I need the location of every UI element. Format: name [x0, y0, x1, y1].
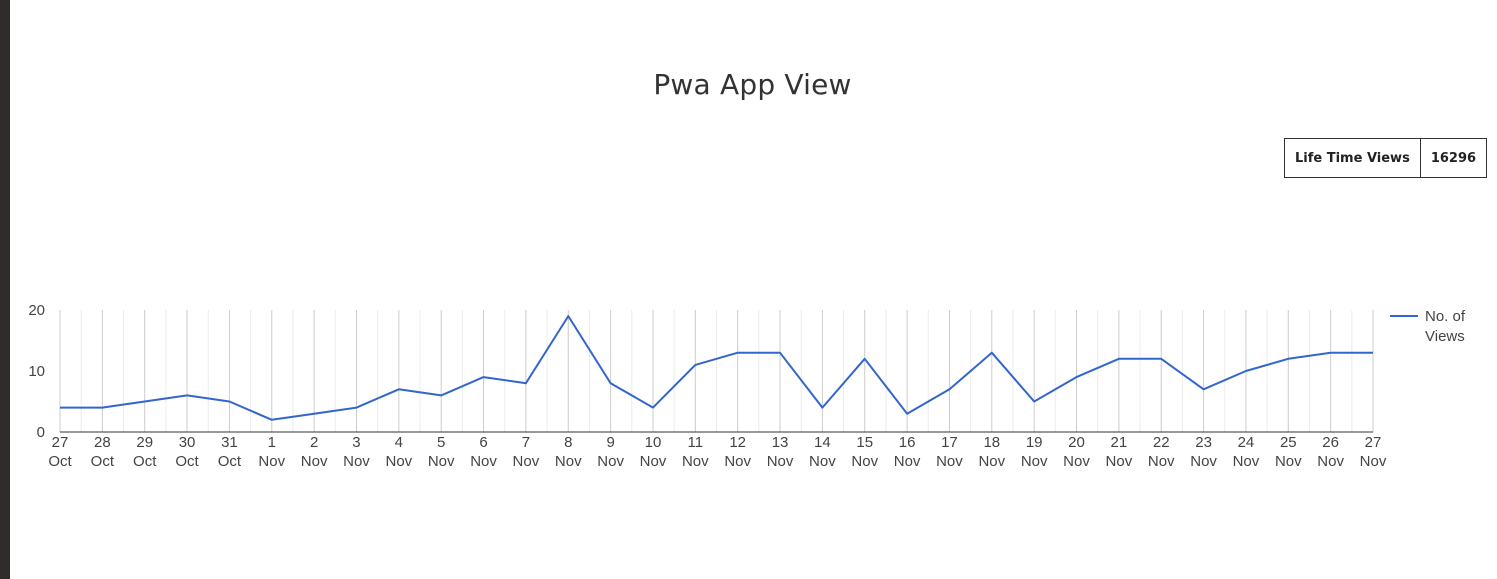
x-tick-label: 9 [606, 434, 614, 451]
x-tick-label-month: Nov [851, 453, 878, 470]
x-tick-label-month: Nov [301, 453, 328, 470]
x-tick-label: 14 [814, 434, 831, 451]
x-tick-label: 31 [221, 434, 238, 451]
lifetime-views-table: Life Time Views 16296 [1284, 138, 1488, 178]
x-tick-label-month: Nov [1063, 453, 1090, 470]
x-tick-label: 8 [564, 434, 572, 451]
x-tick-label: 16 [899, 434, 916, 451]
x-tick-label-month: Oct [133, 453, 157, 470]
x-tick-label-month: Nov [513, 453, 540, 470]
x-tick-label-month: Nov [258, 453, 285, 470]
x-tick-label-month: Nov [470, 453, 497, 470]
x-tick-label: 5 [437, 434, 445, 451]
x-tick-label-month: Oct [91, 453, 115, 470]
chart-legend[interactable]: No. of Views [1390, 308, 1466, 345]
x-tick-label: 28 [94, 434, 111, 451]
x-tick-label-month: Nov [724, 453, 751, 470]
legend-label[interactable]: No. of [1425, 308, 1466, 325]
page-title: Pwa App View [653, 68, 852, 101]
chart-series [60, 315, 1373, 421]
x-tick-label-month: Oct [175, 453, 199, 470]
x-tick-label: 2 [310, 434, 318, 451]
y-tick-label: 20 [28, 302, 45, 319]
x-tick-label-month: Nov [936, 453, 963, 470]
x-tick-label-month: Nov [1360, 453, 1387, 470]
x-tick-label-month: Nov [894, 453, 921, 470]
chart-axes: 0 10 20 27 Oct 28 Oct 29 Oct 30 Oct 31 Oct 1 Nov 2 Nov 3 N… [28, 302, 1387, 470]
x-tick-label: 10 [645, 434, 662, 451]
y-tick-label: 10 [28, 363, 45, 380]
x-tick-label: 13 [772, 434, 789, 451]
x-tick-label: 29 [136, 434, 153, 451]
x-tick-label: 27 [1365, 434, 1382, 451]
x-tick-label: 30 [179, 434, 196, 451]
x-tick-label: 1 [268, 434, 276, 451]
x-tick-label-month: Nov [428, 453, 455, 470]
x-tick-label: 18 [983, 434, 1000, 451]
x-tick-label-month: Nov [1148, 453, 1175, 470]
x-tick-label: 15 [856, 434, 873, 451]
x-tick-label-month: Nov [1190, 453, 1217, 470]
x-tick-label-month: Nov [555, 453, 582, 470]
x-tick-label-month: Nov [385, 453, 412, 470]
x-tick-label: 27 [52, 434, 69, 451]
x-tick-label: 21 [1111, 434, 1128, 451]
x-tick-label: 12 [729, 434, 746, 451]
x-tick-label-month: Nov [1106, 453, 1133, 470]
legend-label[interactable]: Views [1425, 328, 1465, 345]
x-tick-label-month: Oct [48, 453, 72, 470]
x-tick-label-month: Oct [218, 453, 242, 470]
x-tick-label: 24 [1238, 434, 1255, 451]
lifetime-views-value: 16296 [1419, 138, 1488, 178]
x-tick-label: 6 [479, 434, 487, 451]
x-tick-label: 11 [688, 434, 704, 451]
x-tick-label: 17 [941, 434, 958, 451]
x-tick-label-month: Nov [343, 453, 370, 470]
x-tick-label-month: Nov [597, 453, 624, 470]
window-edge [0, 0, 10, 579]
x-tick-label: 4 [395, 434, 403, 451]
x-tick-label: 20 [1068, 434, 1085, 451]
x-tick-label-month: Nov [1021, 453, 1048, 470]
series-line [60, 315, 1373, 421]
x-tick-label: 7 [522, 434, 530, 451]
x-tick-label: 23 [1195, 434, 1212, 451]
x-tick-label: 25 [1280, 434, 1297, 451]
x-tick-label: 22 [1153, 434, 1170, 451]
x-tick-label: 26 [1322, 434, 1339, 451]
x-tick-label-month: Nov [809, 453, 836, 470]
x-tick-label-month: Nov [640, 453, 667, 470]
lifetime-views-label: Life Time Views [1284, 138, 1421, 178]
x-tick-label-month: Nov [1233, 453, 1260, 470]
x-tick-label-month: Nov [1317, 453, 1344, 470]
x-tick-label: 3 [352, 434, 360, 451]
x-tick-label: 19 [1026, 434, 1043, 451]
x-tick-label-month: Nov [682, 453, 709, 470]
chart-grid [59, 310, 1374, 432]
y-tick-label: 0 [37, 424, 45, 441]
x-tick-label-month: Nov [978, 453, 1005, 470]
x-tick-label-month: Nov [767, 453, 794, 470]
x-tick-label-month: Nov [1275, 453, 1302, 470]
